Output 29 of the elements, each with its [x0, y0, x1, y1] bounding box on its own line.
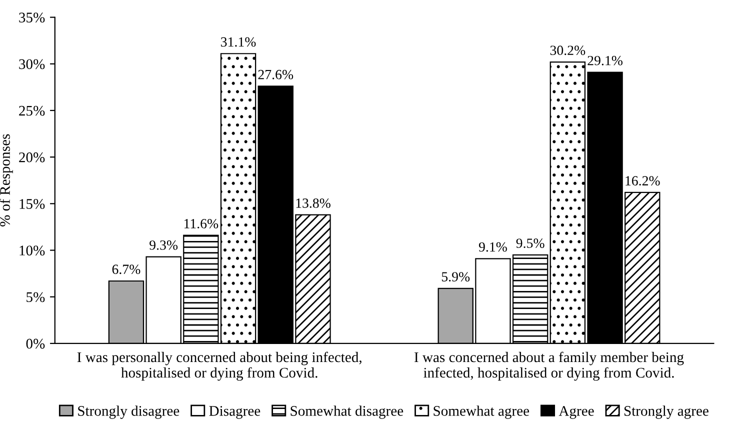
y-tick-label: 15%	[20, 199, 45, 209]
legend-label: Strongly disagree	[78, 406, 180, 419]
y-tick-label: 5%	[26, 292, 45, 302]
data-label: 13.8%	[296, 198, 330, 208]
data-label: 27.6%	[258, 70, 294, 80]
data-label: 31.1%	[221, 37, 256, 47]
data-label: 11.6%	[184, 218, 218, 228]
legend-label: Agree	[558, 406, 594, 419]
y-axis-title: % of Responses	[0, 134, 13, 226]
legend-label: Disagree	[209, 406, 260, 419]
y-tick-label: 20%	[19, 152, 45, 162]
x-tick-label: I was personally concerned about being infected, hospitalised or dying from Covid.	[77, 352, 362, 381]
data-label: 16.2%	[626, 176, 660, 186]
y-tick-label: 30%	[19, 59, 45, 70]
legend-label: Strongly agree	[624, 406, 708, 419]
data-label: 5.9%	[442, 272, 470, 282]
legend-label: Somewhat disagree	[290, 406, 404, 419]
legend-label: Somewhat agree	[434, 406, 530, 419]
y-tick-label: 35%	[19, 12, 45, 23]
data-label: 9.3%	[150, 240, 178, 250]
y-tick-label: 0%	[26, 338, 45, 349]
data-label: 30.2%	[550, 46, 586, 56]
data-label: 6.7%	[112, 264, 140, 274]
data-label: 29.1%	[588, 56, 622, 66]
y-tick-label: 10%	[20, 246, 45, 256]
y-tick-label: 25%	[19, 106, 45, 116]
data-label: 9.1%	[478, 242, 507, 252]
data-label: 9.5%	[516, 238, 544, 248]
x-tick-label: I was concerned about a family member being infected, hospitalised or dying from Covid.	[414, 352, 684, 381]
